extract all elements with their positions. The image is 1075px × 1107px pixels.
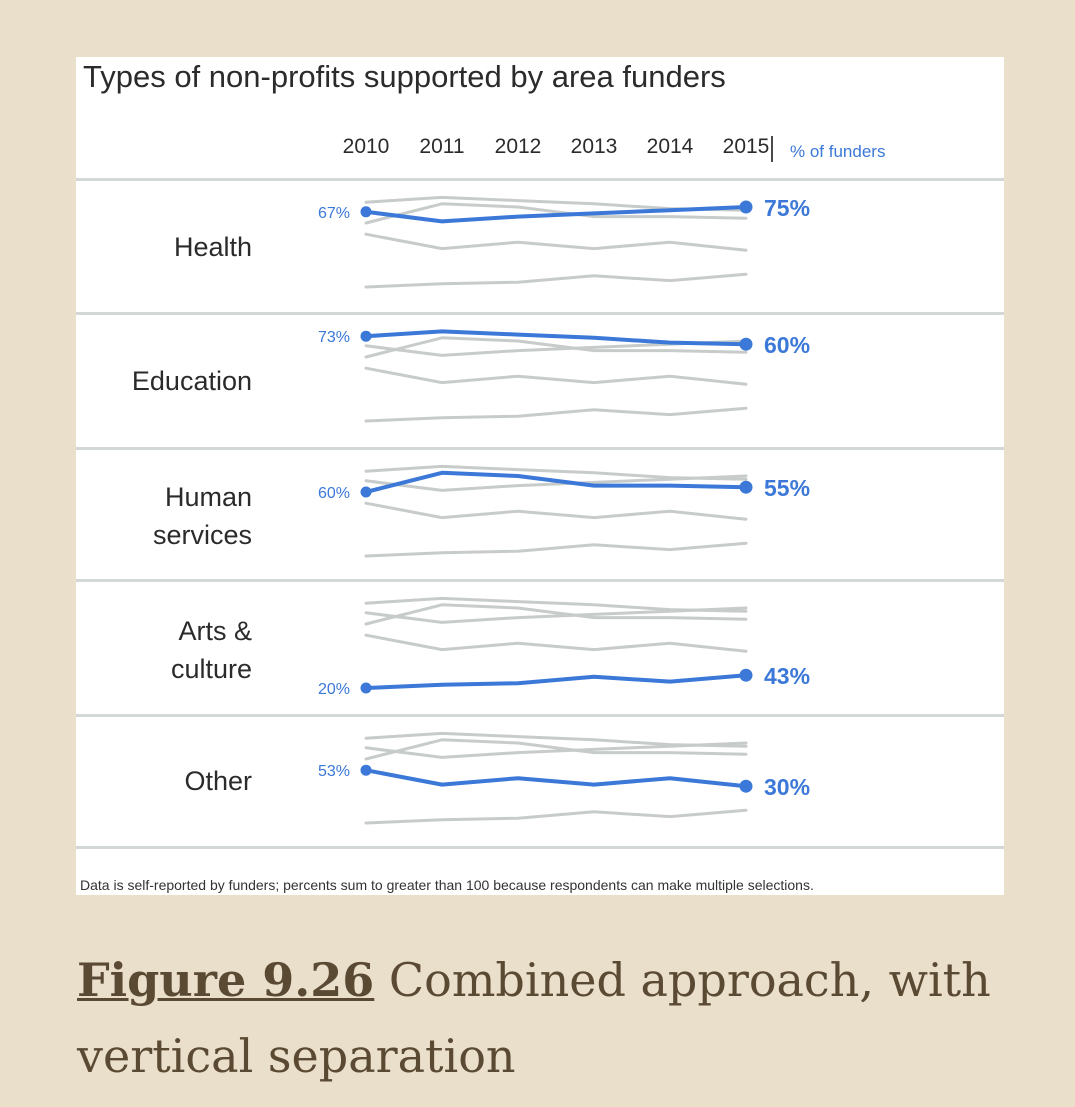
start-point bbox=[360, 486, 372, 498]
end-point bbox=[739, 337, 753, 351]
header-divider bbox=[771, 136, 773, 162]
category-label-other: Other bbox=[76, 762, 252, 800]
end-value-label: 43% bbox=[764, 663, 810, 689]
start-value-label: 67% bbox=[318, 205, 350, 222]
end-value-label: 60% bbox=[764, 332, 810, 358]
category-label-line: Human bbox=[164, 482, 252, 512]
context-series-line bbox=[364, 603, 748, 626]
context-series-line bbox=[364, 406, 748, 423]
start-point bbox=[360, 330, 372, 342]
context-series-line bbox=[364, 464, 748, 481]
footnote: Data is self-reported by funders; percen… bbox=[80, 877, 814, 893]
chart-plot: 67% 75% 73% 60% 60% 55% 20% 43% 53% 30% bbox=[318, 195, 810, 825]
category-label-health: Health bbox=[76, 228, 252, 266]
context-series-line bbox=[364, 272, 748, 289]
year-tick-label: 2013 bbox=[570, 135, 618, 158]
figure-caption: Figure 9.26 Combined approach, with vert… bbox=[77, 942, 1037, 1094]
chart-title: Types of non-profits supported by area f… bbox=[83, 59, 726, 94]
row-divider bbox=[76, 846, 1004, 849]
category-label-line: Health bbox=[173, 232, 252, 262]
unit-label: % of funders bbox=[790, 142, 886, 161]
category-label-line: Other bbox=[184, 766, 252, 796]
category-label-line: Education bbox=[131, 366, 252, 396]
caption-text: Combined approach, with vertical separat… bbox=[77, 953, 991, 1083]
row-divider bbox=[76, 447, 1004, 450]
context-series-line bbox=[364, 232, 748, 252]
context-series-line bbox=[364, 633, 748, 653]
context-series-line bbox=[364, 202, 748, 225]
end-value-label: 55% bbox=[764, 475, 810, 501]
highlight-series-line bbox=[364, 329, 748, 347]
year-header: 2010 2011 2012 2013 2014 2015 bbox=[76, 135, 1004, 165]
category-label-education: Education bbox=[76, 362, 252, 400]
year-tick-label: 2014 bbox=[646, 135, 694, 158]
context-series-line bbox=[364, 366, 748, 386]
row-divider bbox=[76, 178, 1004, 181]
year-tick-label: 2010 bbox=[342, 135, 390, 158]
figure-reference-link[interactable]: Figure 9.26 bbox=[77, 953, 375, 1007]
start-value-label: 60% bbox=[318, 485, 350, 502]
highlight-series-line bbox=[364, 673, 748, 690]
category-label-line: Arts & bbox=[178, 616, 252, 646]
start-value-label: 20% bbox=[318, 681, 350, 698]
category-label-human-services: Human services bbox=[76, 478, 252, 554]
context-series-line bbox=[364, 808, 748, 825]
figure-card: Types of non-profits supported by area f… bbox=[76, 57, 1004, 895]
start-value-label: 53% bbox=[318, 763, 350, 780]
year-tick-label: 2015 bbox=[722, 135, 770, 158]
year-tick-label: 2012 bbox=[494, 135, 542, 158]
start-point bbox=[360, 764, 372, 776]
context-series-line bbox=[364, 596, 748, 613]
start-value-label: 73% bbox=[318, 329, 350, 346]
highlight-series-line bbox=[364, 768, 748, 789]
context-series-line bbox=[364, 501, 748, 521]
category-label-line: culture bbox=[170, 654, 252, 684]
end-point bbox=[739, 200, 753, 214]
start-point bbox=[360, 206, 372, 218]
highlight-series-line bbox=[364, 470, 748, 494]
end-point bbox=[739, 779, 753, 793]
context-series-line bbox=[364, 731, 748, 748]
context-series-line bbox=[364, 738, 748, 761]
category-label-line: services bbox=[152, 520, 252, 550]
end-value-label: 75% bbox=[764, 195, 810, 221]
highlight-series-line bbox=[364, 205, 748, 224]
row-divider bbox=[76, 714, 1004, 717]
end-point bbox=[739, 480, 753, 494]
context-series-line bbox=[364, 541, 748, 558]
end-value-label: 30% bbox=[764, 774, 810, 800]
row-divider bbox=[76, 579, 1004, 582]
row-divider bbox=[76, 312, 1004, 315]
category-label-arts-culture: Arts & culture bbox=[76, 612, 252, 688]
start-point bbox=[360, 682, 372, 694]
context-series-line bbox=[364, 336, 748, 359]
end-point bbox=[739, 668, 753, 682]
year-tick-label: 2011 bbox=[419, 135, 465, 158]
